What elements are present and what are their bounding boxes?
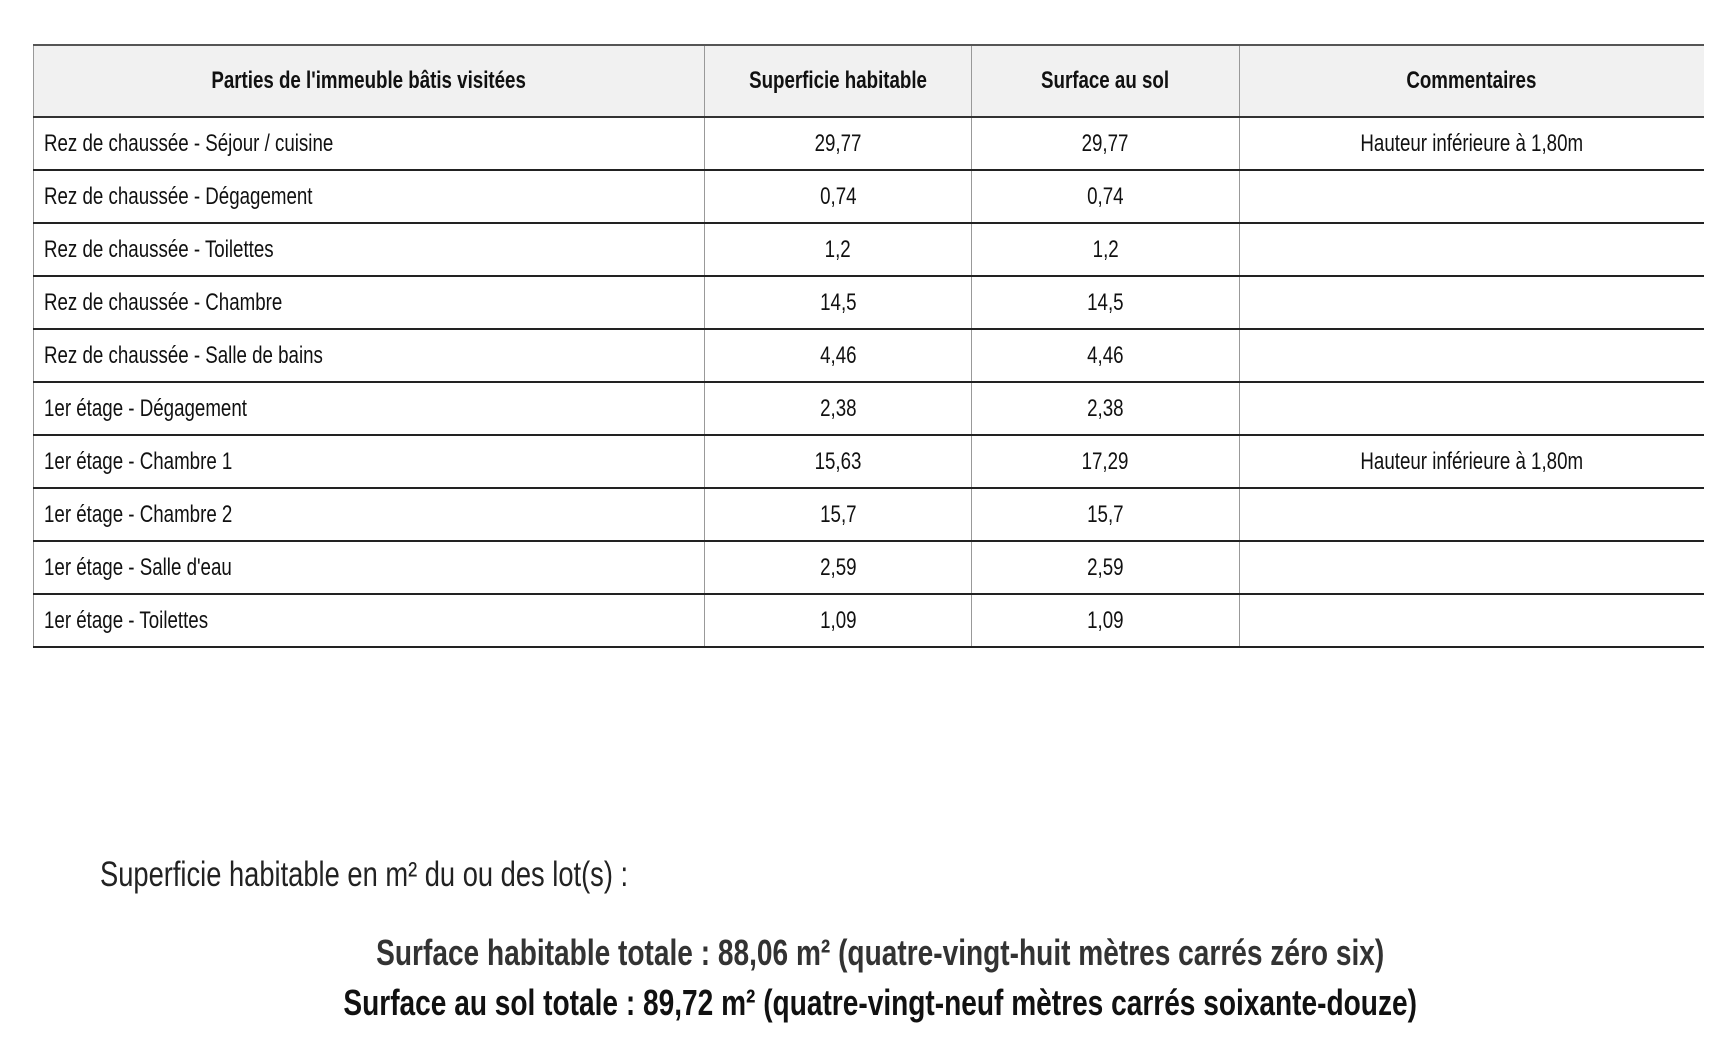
column-header-label: Superficie habitable [749, 67, 927, 94]
cell-text: 14,5 [819, 288, 857, 316]
table-cell: 15,7 [704, 488, 972, 542]
table-cell: Rez de chaussée - Dégagement [33, 170, 705, 224]
table-row: 1er étage - Salle d'eau 2,59 2,59 [33, 541, 1704, 595]
table-cell: 1,2 [704, 223, 972, 277]
cell-text: 1,2 [824, 235, 852, 263]
table-cell: 1er étage - Toilettes [33, 594, 705, 648]
table-cell [1239, 382, 1704, 436]
table-row: Rez de chaussée - Salle de bains 4,46 4,46 [33, 329, 1704, 383]
table-cell [1239, 541, 1704, 595]
table-cell [1239, 488, 1704, 542]
cell-text: 2,59 [1087, 553, 1124, 581]
cell-text: Rez de chaussée - Toilettes [44, 235, 274, 263]
table-cell [1239, 329, 1704, 383]
table-cell: 1er étage - Chambre 1 [33, 435, 705, 489]
cell-text: 1,2 [1092, 235, 1119, 263]
table-cell: 1,2 [971, 223, 1240, 277]
table-cell: 14,5 [704, 276, 972, 330]
table-cell: 2,38 [704, 382, 972, 436]
cell-text: 2,38 [819, 394, 857, 422]
cell-text: 14,5 [1087, 288, 1124, 316]
table-cell: 1er étage - Dégagement [33, 382, 705, 436]
table-row: 1er étage - Dégagement 2,38 2,38 [33, 382, 1704, 436]
table-cell [1239, 223, 1704, 277]
table-cell: 2,59 [971, 541, 1240, 595]
table-cell: 14,5 [971, 276, 1240, 330]
table-row: Rez de chaussée - Chambre 14,5 14,5 [33, 276, 1704, 330]
cell-text: 29,77 [814, 129, 862, 157]
column-header: Parties de l'immeuble bâtis visitées [33, 44, 705, 118]
cell-text: 1er étage - Salle d'eau [44, 553, 232, 581]
table-cell: Rez de chaussée - Chambre [33, 276, 705, 330]
table-cell: Hauteur inférieure à 1,80m [1239, 435, 1704, 489]
cell-text: 17,29 [1082, 447, 1129, 475]
cell-text: 0,74 [1087, 182, 1124, 210]
cell-text: 1,09 [819, 606, 857, 634]
cell-text: 0,74 [819, 182, 857, 210]
cell-text: 15,7 [819, 500, 857, 528]
table-cell: Rez de chaussée - Salle de bains [33, 329, 705, 383]
table-cell: 29,77 [971, 117, 1240, 171]
column-header: Commentaires [1239, 44, 1704, 118]
table-cell: 4,46 [704, 329, 972, 383]
table-row: 1er étage - Chambre 1 15,63 17,29 Hauteur i… [33, 435, 1704, 489]
cell-text: 2,38 [1087, 394, 1124, 422]
cell-text: Rez de chaussée - Salle de bains [44, 341, 323, 369]
table-cell [1239, 170, 1704, 224]
table-cell: 29,77 [704, 117, 972, 171]
table-cell: Hauteur inférieure à 1,80m [1239, 117, 1704, 171]
cell-text: 1er étage - Chambre 1 [44, 447, 233, 475]
table-row: Rez de chaussée - Dégagement 0,74 0,74 [33, 170, 1704, 224]
table-cell: 0,74 [704, 170, 972, 224]
table-cell [1239, 594, 1704, 648]
cell-text: Hauteur inférieure à 1,80m [1360, 447, 1584, 475]
table-cell: 1,09 [971, 594, 1240, 648]
table-header: Parties de l'immeuble bâtis visitées Supe… [33, 44, 1704, 118]
cell-text: 4,46 [819, 341, 857, 369]
cell-text: Rez de chaussée - Chambre [44, 288, 283, 316]
table-cell: 15,7 [971, 488, 1240, 542]
surface-table: Parties de l'immeuble bâtis visitées Supe… [33, 44, 1704, 648]
table-cell: Rez de chaussée - Séjour / cuisine [33, 117, 705, 171]
table-cell: 17,29 [971, 435, 1240, 489]
cell-text: 1,09 [1087, 606, 1124, 634]
column-header: Superficie habitable [704, 44, 972, 118]
cell-text: 29,77 [1082, 129, 1129, 157]
total-sol-text: Surface au sol totale : 89,72 m² (quatre… [343, 982, 1417, 1023]
summary-label: Superficie habitable en m² du ou des lot… [100, 855, 629, 894]
cell-text: Rez de chaussée - Dégagement [44, 182, 313, 210]
column-header-label: Surface au sol [1041, 67, 1170, 94]
table-cell: Rez de chaussée - Toilettes [33, 223, 705, 277]
table-row: Rez de chaussée - Toilettes 1,2 1,2 [33, 223, 1704, 277]
table-cell [1239, 276, 1704, 330]
total-habitable: Surface habitable totale : 88,06 m² (qua… [0, 932, 1718, 974]
cell-text: 1er étage - Toilettes [44, 606, 209, 634]
table-cell: 2,59 [704, 541, 972, 595]
total-habitable-text: Surface habitable totale : 88,06 m² (qua… [375, 932, 1385, 973]
table-cell: 1er étage - Chambre 2 [33, 488, 705, 542]
cell-text: 1er étage - Chambre 2 [44, 500, 233, 528]
table-cell: 0,74 [971, 170, 1240, 224]
table-row: 1er étage - Chambre 2 15,7 15,7 [33, 488, 1704, 542]
column-header-label: Commentaires [1406, 67, 1537, 94]
cell-text: 4,46 [1087, 341, 1124, 369]
cell-text: 2,59 [819, 553, 857, 581]
cell-text: Hauteur inférieure à 1,80m [1360, 129, 1584, 157]
table-cell: 1er étage - Salle d'eau [33, 541, 705, 595]
table-cell: 2,38 [971, 382, 1240, 436]
table-row: 1er étage - Toilettes 1,09 1,09 [33, 594, 1704, 648]
cell-text: 1er étage - Dégagement [44, 394, 247, 422]
column-header-label: Parties de l'immeuble bâtis visitées [211, 67, 527, 94]
table-cell: 4,46 [971, 329, 1240, 383]
total-sol: Surface au sol totale : 89,72 m² (quatre… [0, 982, 1718, 1024]
table-row: Rez de chaussée - Séjour / cuisine 29,77 2… [33, 117, 1704, 171]
table-cell: 1,09 [704, 594, 972, 648]
column-header: Surface au sol [971, 44, 1240, 118]
cell-text: Rez de chaussée - Séjour / cuisine [44, 129, 334, 157]
cell-text: 15,63 [814, 447, 862, 475]
cell-text: 15,7 [1087, 500, 1124, 528]
table-cell: 15,63 [704, 435, 972, 489]
